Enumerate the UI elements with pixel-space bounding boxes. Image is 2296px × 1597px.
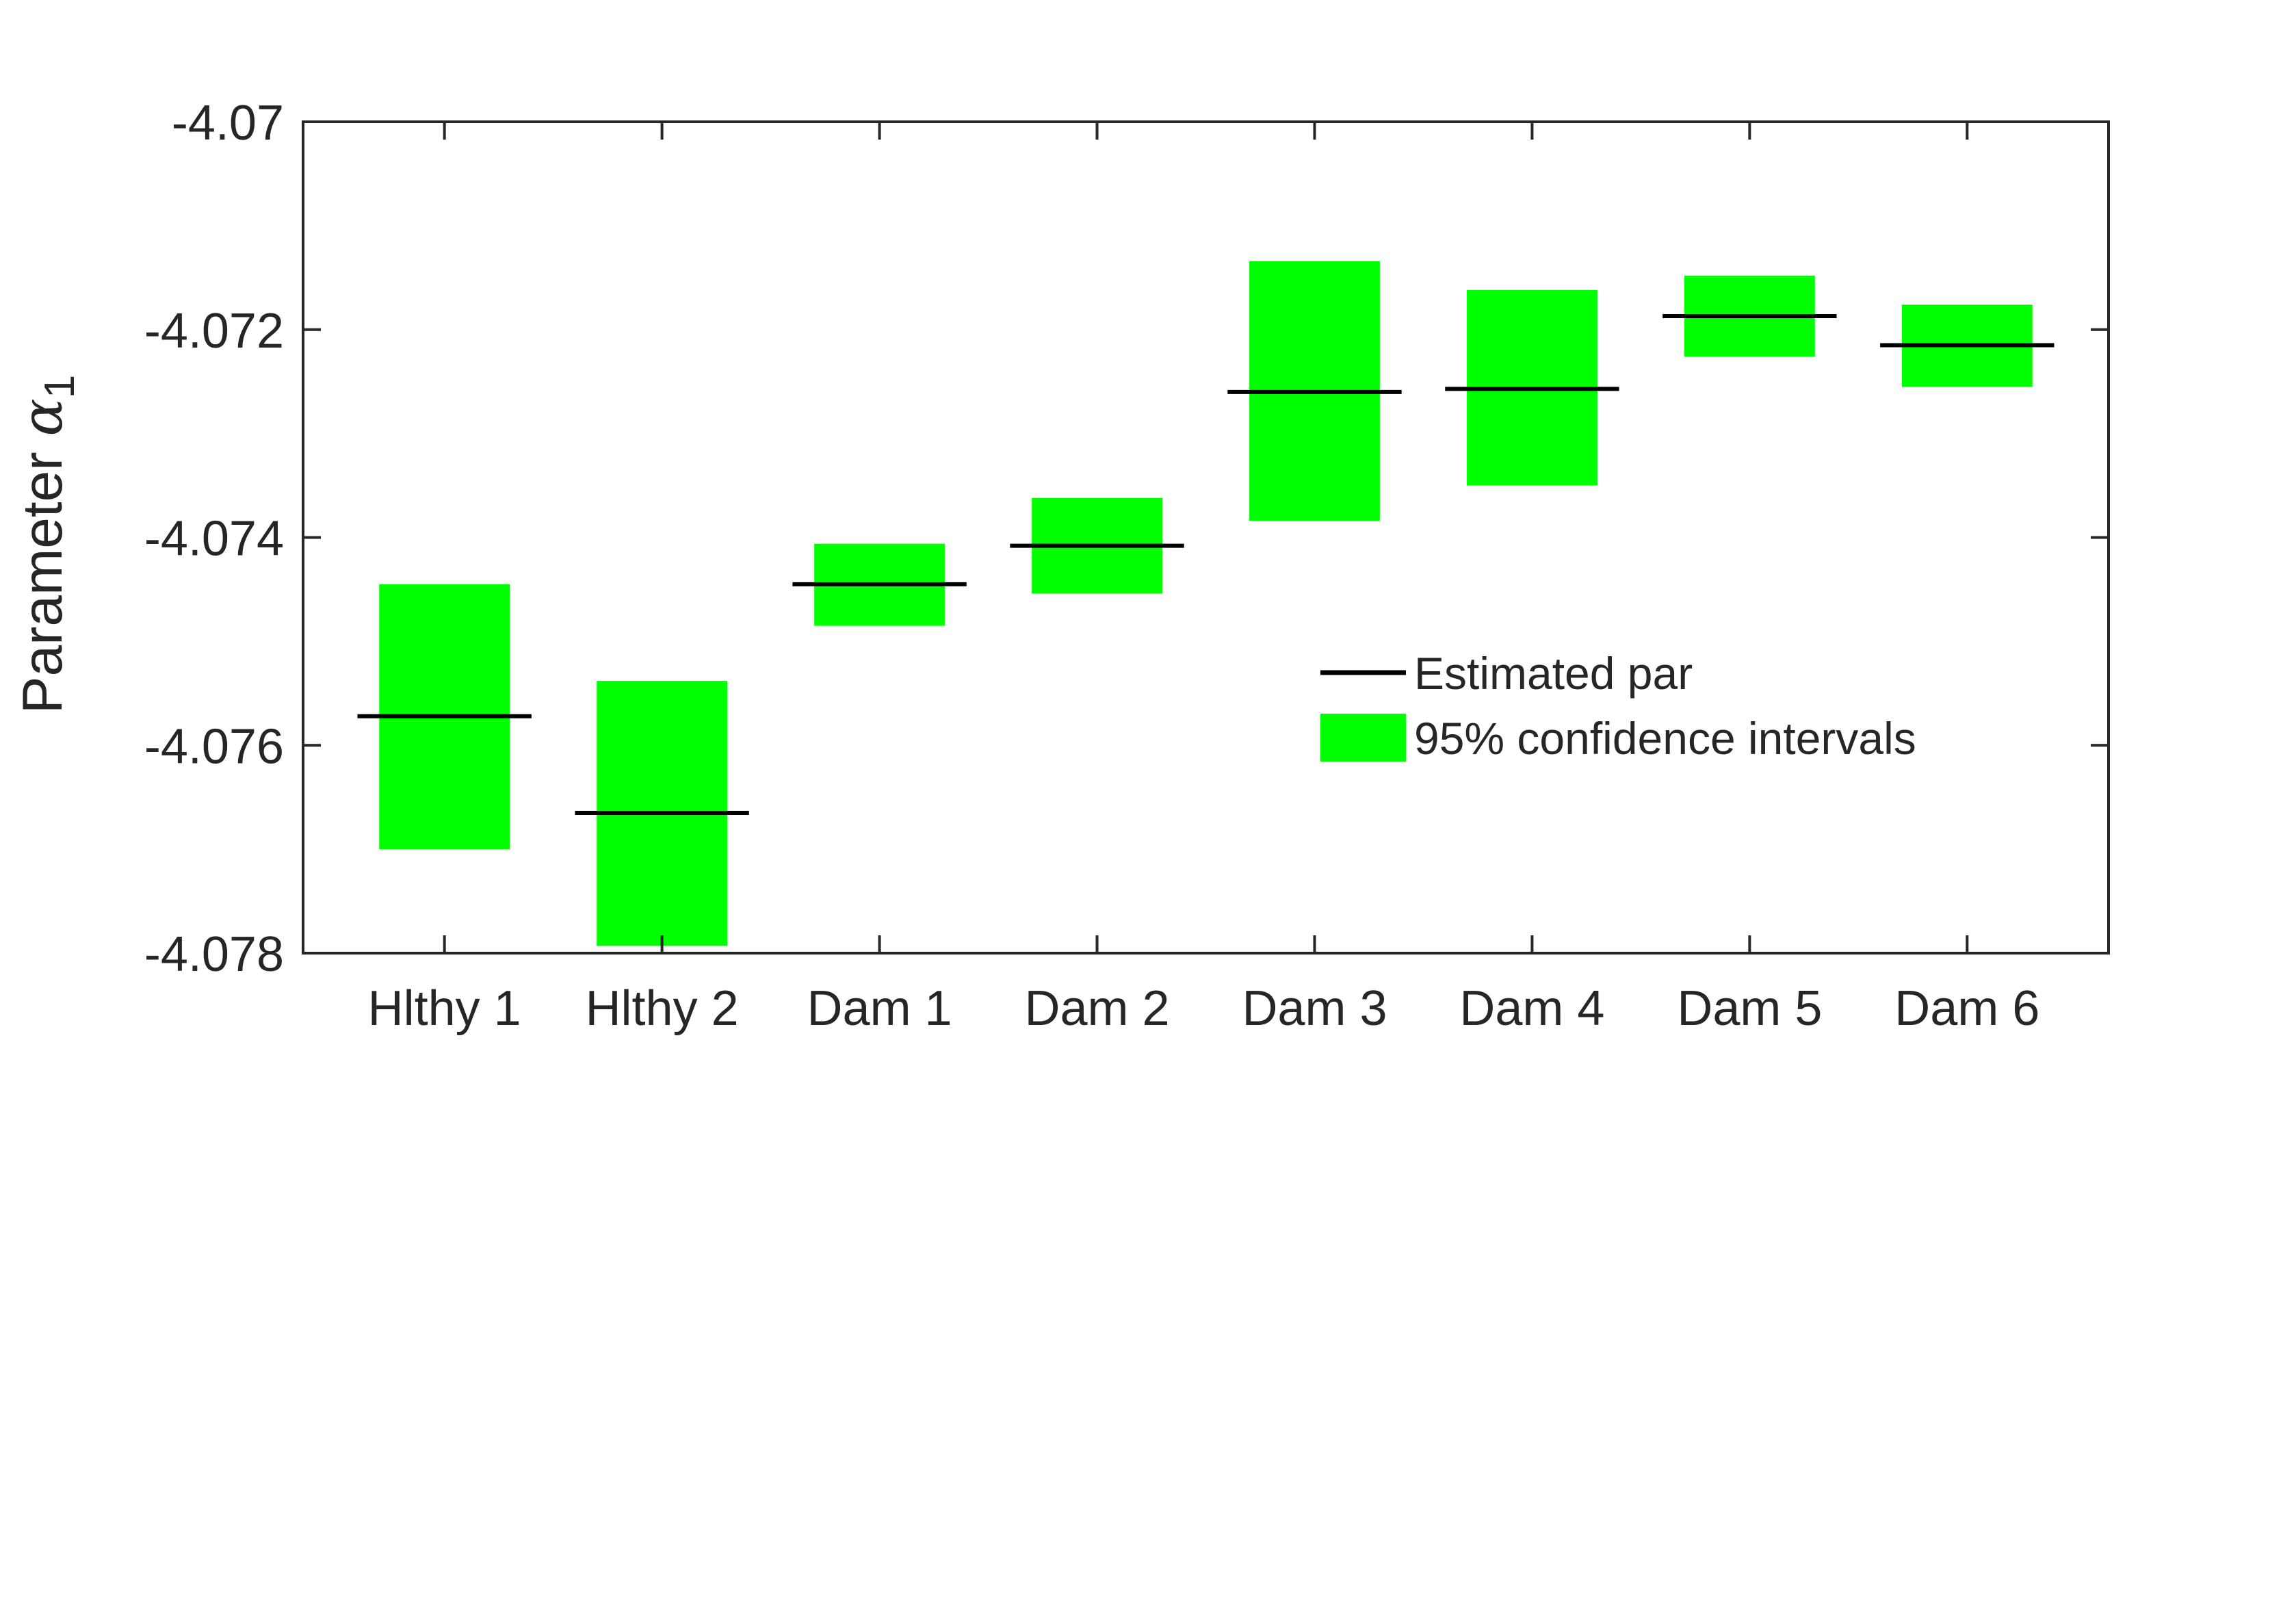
legend: Estimated par 95% confidence intervals (1320, 648, 1916, 764)
y-tick-label: -4.078 (144, 927, 284, 982)
legend-ci-swatch (1320, 714, 1406, 762)
y-axis-label-symbol: α (10, 398, 75, 436)
x-tick-label: Hlthy 2 (586, 981, 739, 1036)
x-tick-label: Hlthy 1 (368, 981, 521, 1036)
plot-frame (302, 120, 2110, 955)
y-tick-label: -4.072 (144, 304, 284, 359)
y-tick-label: -4.074 (144, 512, 284, 567)
y-tick-label: -4.07 (172, 96, 284, 151)
x-tick-label: Dam 1 (807, 981, 952, 1036)
y-tick-labels: -4.078 -4.076 -4.074 -4.072 -4.07 (144, 96, 284, 982)
x-tick-label: Dam 5 (1677, 981, 1822, 1036)
x-tick-label: Dam 4 (1459, 981, 1604, 1036)
y-tick-label: -4.076 (144, 719, 284, 774)
legend-label-confidence-intervals: 95% confidence intervals (1414, 713, 1916, 764)
x-tick-labels: Hlthy 1 Hlthy 2 Dam 1 Dam 2 Dam 3 Dam 4 Dam 5 D… (368, 981, 2040, 1036)
estimate-lines (357, 314, 2054, 815)
y-axis-label-text: Parameter (12, 437, 74, 714)
y-axis-label: Parameter α1 (10, 375, 83, 714)
confidence-interval-bars (379, 261, 2033, 946)
axis-ticks (303, 120, 2109, 955)
legend-label-estimated-par: Estimated par (1414, 648, 1693, 699)
x-tick-label: Dam 3 (1242, 981, 1387, 1036)
x-tick-label: Dam 2 (1024, 981, 1169, 1036)
y-axis-label-subscript: 1 (36, 375, 83, 398)
x-tick-label: Dam 6 (1894, 981, 2039, 1036)
